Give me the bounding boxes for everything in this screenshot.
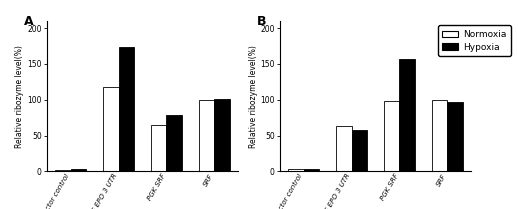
Bar	[384, 101, 399, 171]
Bar	[199, 100, 214, 171]
Bar	[119, 47, 134, 171]
Bar	[151, 125, 166, 171]
Text: B: B	[257, 15, 266, 28]
Legend: Normoxia, Hypoxia: Normoxia, Hypoxia	[438, 25, 511, 56]
Bar	[399, 59, 415, 171]
Bar	[55, 170, 70, 171]
Bar	[166, 116, 182, 171]
Y-axis label: Relative ribozyme level(%): Relative ribozyme level(%)	[16, 45, 24, 148]
Bar	[432, 100, 448, 171]
Bar	[103, 87, 119, 171]
Bar	[336, 126, 352, 171]
Bar	[304, 169, 319, 171]
Bar	[448, 102, 463, 171]
Text: A: A	[24, 15, 33, 28]
Bar	[214, 99, 229, 171]
Y-axis label: Relative ribozyme level(%): Relative ribozyme level(%)	[249, 45, 257, 148]
Bar	[289, 168, 304, 171]
Bar	[70, 169, 86, 171]
Bar	[352, 130, 367, 171]
